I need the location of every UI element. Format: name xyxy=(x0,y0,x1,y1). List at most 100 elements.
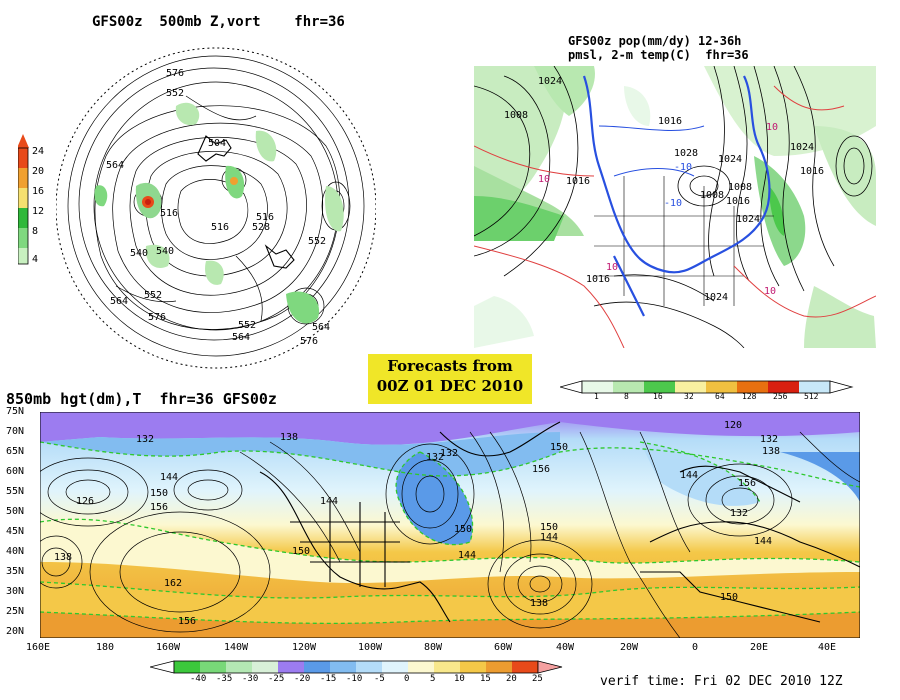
height-label: 138 xyxy=(762,446,781,457)
lon-tick: 100W xyxy=(358,642,383,653)
vort-tick: 12 xyxy=(32,206,45,217)
contour-label: 516 xyxy=(256,212,275,223)
lat-tick: 65N xyxy=(6,446,25,457)
contour-label: 552 xyxy=(144,290,163,301)
temp-label: -10 xyxy=(674,162,693,173)
pop-tick: 64 xyxy=(715,392,725,401)
temp-tick: -40 xyxy=(190,674,207,684)
lon-tick: 180 xyxy=(96,642,115,653)
contour-label: 552 xyxy=(238,320,257,331)
height-label: 132 xyxy=(136,434,155,445)
contour-label: 564 xyxy=(110,296,129,307)
pressure-label: 1008 xyxy=(504,110,529,121)
vort-tick: 20 xyxy=(32,166,45,177)
pressure-label: 1008 xyxy=(728,182,753,193)
temp-label: 10 xyxy=(764,286,777,297)
temp-tick: -10 xyxy=(346,674,363,684)
lat-tick: 20N xyxy=(6,626,25,637)
lon-tick: 40E xyxy=(818,642,837,653)
map-850mb: 132 138 144 126 150 156 144 132 150 156 … xyxy=(40,412,860,638)
pop-tick: 128 xyxy=(742,392,757,401)
pressure-label: 1016 xyxy=(726,196,751,207)
polar-500mb-map: 576 552 564 516 504 516 528 540 516 552 … xyxy=(56,36,376,376)
temp-tick: 10 xyxy=(454,674,465,684)
height-label: 126 xyxy=(76,496,95,507)
height-label: 156 xyxy=(532,464,551,475)
temp-label: -10 xyxy=(664,198,683,209)
height-label: 120 xyxy=(724,420,743,431)
height-label: 132 xyxy=(760,434,779,445)
banner-line2: 00Z 01 DEC 2010 xyxy=(376,377,524,395)
lat-tick: 35N xyxy=(6,566,25,577)
pressure-label: 1016 xyxy=(658,116,683,127)
height-label: 132 xyxy=(426,452,445,463)
temp-tick: 20 xyxy=(506,674,517,684)
contour-label: 576 xyxy=(148,312,167,323)
panel-pop-title-line1: GFS00z pop(mm/dy) 12-36h xyxy=(568,34,742,48)
panel-850mb-title: 850mb hgt(dm),T fhr=36 GFS00z xyxy=(6,390,277,408)
banner-line1: Forecasts from xyxy=(387,357,513,375)
contour-label: 564 xyxy=(232,332,251,343)
pop-map: 1024 1008 1016 1016 1028 1024 1008 1024 … xyxy=(474,66,876,348)
height-label: 150 xyxy=(292,546,311,557)
temp-tick: 15 xyxy=(480,674,491,684)
height-label: 144 xyxy=(160,472,179,483)
pressure-label: 1028 xyxy=(674,148,699,159)
pop-tick: 256 xyxy=(773,392,788,401)
height-label: 138 xyxy=(530,598,549,609)
contour-label: 552 xyxy=(166,88,185,99)
height-label: 144 xyxy=(320,496,339,507)
pressure-label: 1024 xyxy=(790,142,815,153)
height-label: 144 xyxy=(680,470,699,481)
contour-label: 564 xyxy=(312,322,331,333)
temp-tick: -30 xyxy=(242,674,259,684)
height-label: 156 xyxy=(738,478,757,489)
lat-tick: 30N xyxy=(6,586,25,597)
height-label: 132 xyxy=(730,508,749,519)
height-label: 138 xyxy=(54,552,73,563)
temp-tick: 5 xyxy=(430,674,436,684)
lon-tick: 120W xyxy=(292,642,317,653)
height-label: 150 xyxy=(454,524,473,535)
height-label: 156 xyxy=(150,502,169,513)
pop-tick: 1 xyxy=(594,392,599,401)
height-label: 144 xyxy=(458,550,477,561)
temp-tick: 0 xyxy=(404,674,410,684)
contour-label: 576 xyxy=(300,336,319,347)
height-label: 150 xyxy=(720,592,739,603)
pop-tick: 512 xyxy=(804,392,819,401)
lat-tick: 50N xyxy=(6,506,25,517)
height-label: 150 xyxy=(550,442,569,453)
contour-label: 564 xyxy=(106,160,125,171)
vort-tick: 4 xyxy=(32,254,39,265)
pressure-label: 1024 xyxy=(538,76,563,87)
temp-label: 10 xyxy=(766,122,779,133)
lon-tick: 0 xyxy=(692,642,699,653)
temp-tick: -35 xyxy=(216,674,233,684)
temp-tick: -25 xyxy=(268,674,285,684)
height-label: 144 xyxy=(540,532,559,543)
panel-500mb-title: GFS00z 500mb Z,vort fhr=36 xyxy=(92,14,345,30)
lon-tick: 80W xyxy=(424,642,443,653)
temp-colorbar: -40 -35 -30 -25 -20 -15 -10 -5 0 5 10 15… xyxy=(150,660,590,694)
pressure-label: 1024 xyxy=(718,154,743,165)
verif-time: verif time: Fri 02 DEC 2010 12Z xyxy=(600,674,843,689)
height-label: 150 xyxy=(540,522,559,533)
pop-colorbar: 1 8 16 32 64 128 256 512 xyxy=(560,380,880,404)
contour-label: 504 xyxy=(208,138,227,149)
contour-label: 576 xyxy=(166,68,185,79)
temp-tick: 25 xyxy=(532,674,543,684)
temp-tick: -5 xyxy=(374,674,385,684)
pressure-label: 1016 xyxy=(586,274,611,285)
contour-label: 540 xyxy=(156,246,175,257)
lon-tick: 60W xyxy=(494,642,513,653)
lat-tick: 70N xyxy=(6,426,25,437)
lon-tick: 20W xyxy=(620,642,639,653)
pop-tick: 32 xyxy=(684,392,694,401)
vort-tick: 24 xyxy=(32,146,45,157)
height-label: 144 xyxy=(754,536,773,547)
lat-tick: 25N xyxy=(6,606,25,617)
lon-tick: 160E xyxy=(26,642,51,653)
height-label: 138 xyxy=(280,432,299,443)
lat-tick: 40N xyxy=(6,546,25,557)
